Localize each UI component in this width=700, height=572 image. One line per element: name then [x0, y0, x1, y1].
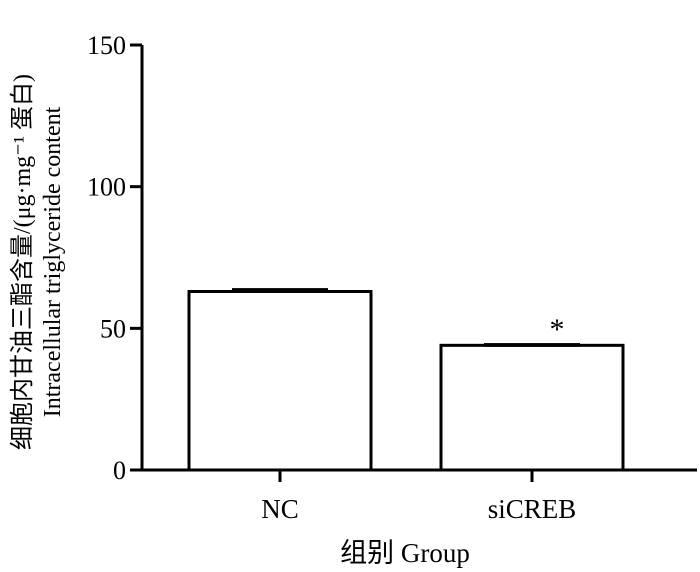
x-axis-title: 组别 Group	[340, 538, 470, 568]
bar-sicreb	[439, 343, 625, 472]
error-bar	[484, 343, 580, 347]
y-axis-title-line2: Intracellular triglyceride content	[40, 106, 66, 417]
y-tick-label: 150	[87, 31, 126, 60]
x-tick-label: NC	[261, 494, 299, 524]
error-bar	[232, 288, 328, 293]
y-axis-title: 细胞内甘油三酯含量/(μg·mg⁻¹ 蛋白) Intracellular tri…	[9, 74, 66, 450]
bar-nc	[187, 290, 373, 472]
y-axis-title-line1: 细胞内甘油三酯含量/(μg·mg⁻¹ 蛋白)	[9, 74, 36, 450]
y-axis-ticks: 0 50 100 150	[87, 31, 142, 485]
y-tick-label: 100	[87, 173, 126, 202]
bars: *	[187, 288, 625, 472]
y-tick-label: 0	[113, 456, 126, 485]
x-axis-ticks: NC siCREB	[261, 470, 576, 524]
significance-marker: *	[550, 313, 565, 346]
y-tick-label: 50	[100, 314, 126, 343]
x-tick-label: siCREB	[488, 494, 577, 524]
